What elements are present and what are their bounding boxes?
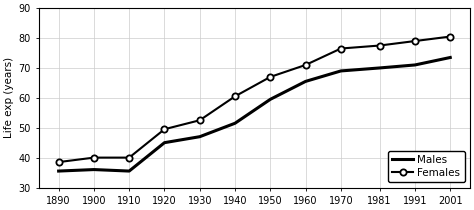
Males: [127, 170, 132, 172]
Females: [232, 95, 238, 98]
Males: [338, 70, 344, 72]
Males: [197, 135, 202, 138]
Males: [56, 170, 62, 172]
Males: [447, 56, 453, 59]
Females: [303, 64, 309, 66]
Females: [197, 119, 202, 122]
Males: [377, 67, 383, 69]
Males: [91, 168, 97, 171]
Females: [447, 35, 453, 38]
Legend: Males, Females: Males, Females: [388, 151, 465, 182]
Males: [232, 122, 238, 125]
Females: [162, 128, 167, 130]
Females: [267, 76, 273, 78]
Y-axis label: Life exp (years): Life exp (years): [4, 57, 14, 138]
Line: Males: Males: [59, 58, 450, 171]
Males: [267, 98, 273, 101]
Males: [303, 80, 309, 83]
Females: [91, 156, 97, 159]
Females: [338, 47, 344, 50]
Males: [412, 64, 418, 66]
Females: [412, 40, 418, 42]
Males: [162, 141, 167, 144]
Line: Females: Females: [55, 33, 453, 165]
Females: [56, 161, 62, 163]
Females: [127, 156, 132, 159]
Females: [377, 44, 383, 47]
